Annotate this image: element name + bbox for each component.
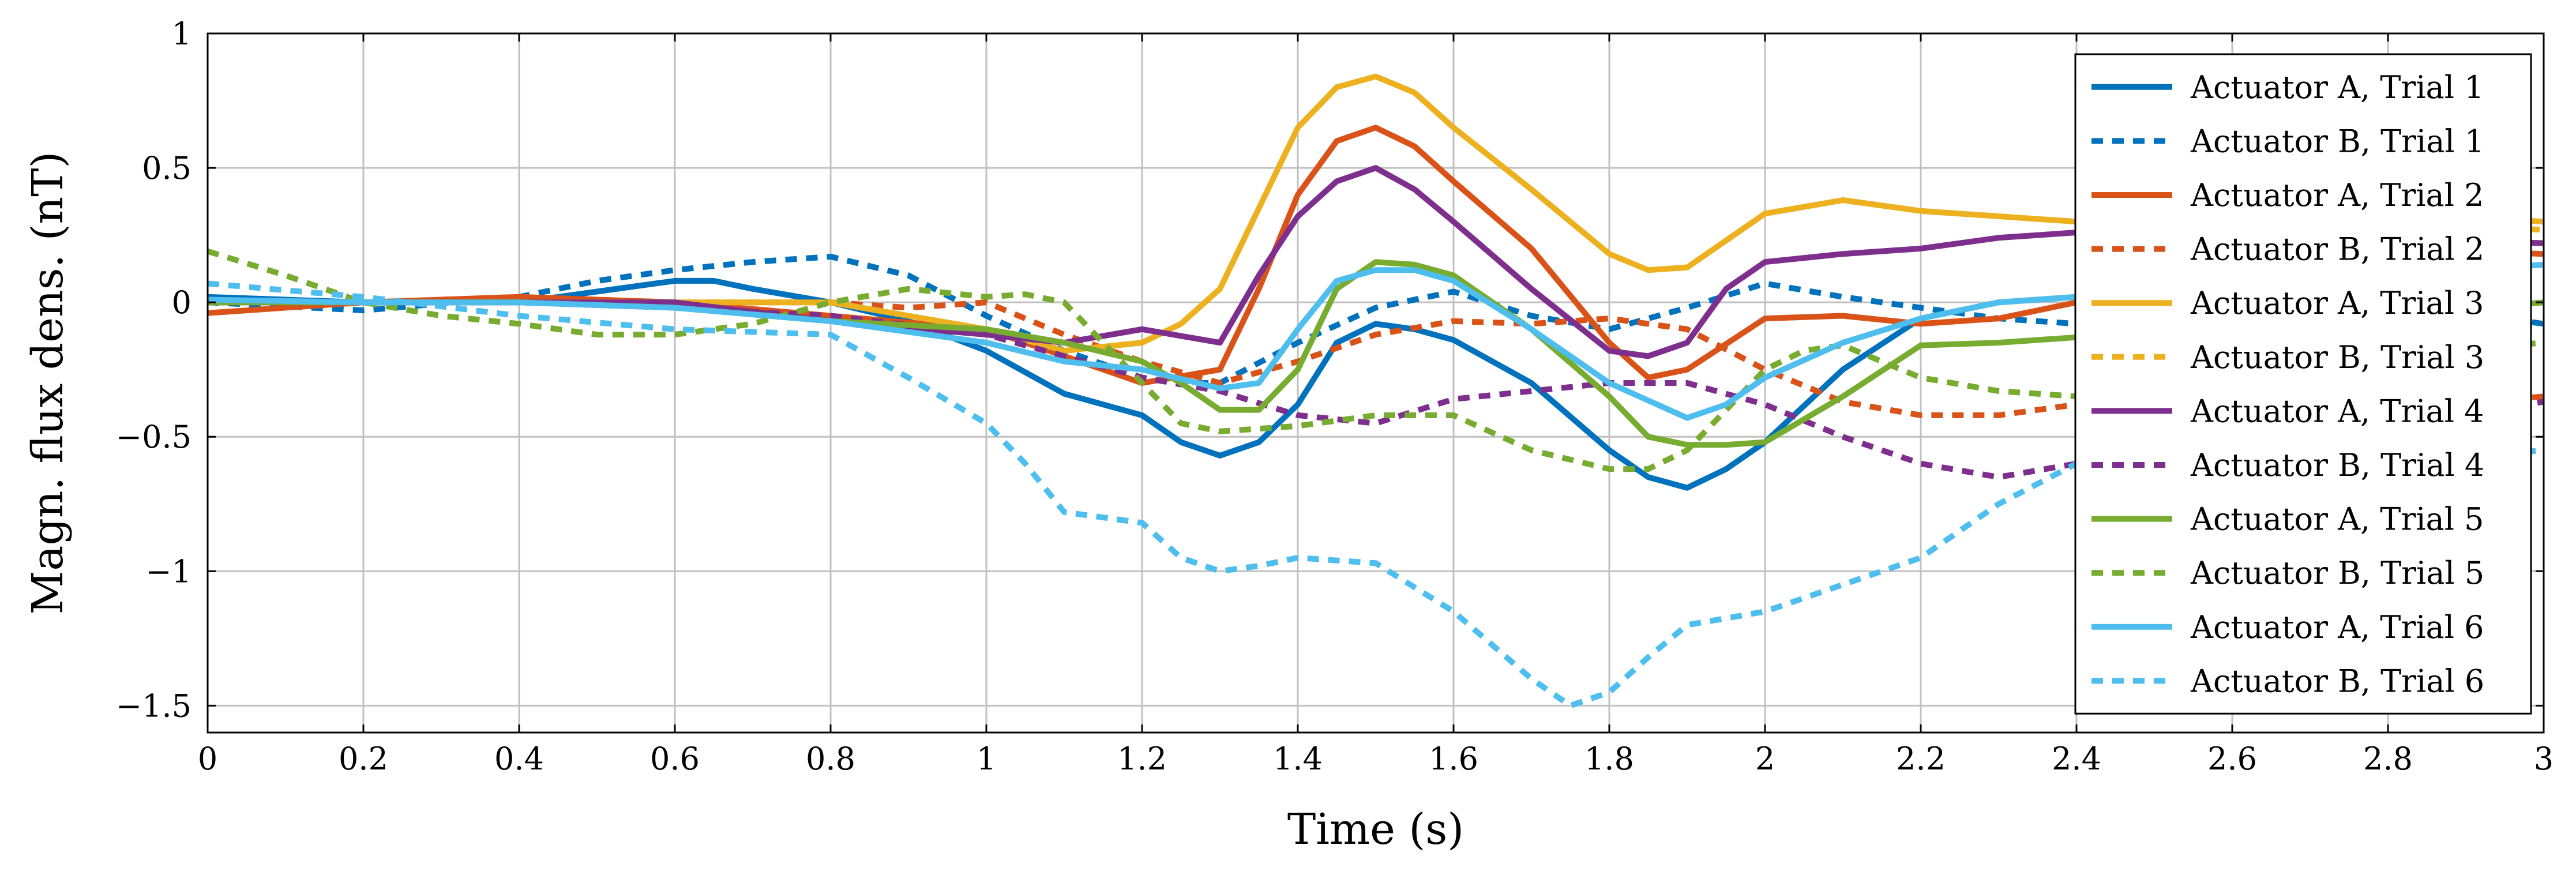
legend-entry: Actuator B, Trial 2 (2190, 231, 2484, 268)
legend-box (2074, 53, 2532, 715)
x-tick-label: 2.8 (2363, 741, 2413, 777)
x-tick-label: 0.4 (494, 741, 544, 777)
series-line-12 (208, 280, 2544, 709)
legend-entry: Actuator B, Trial 6 (2190, 663, 2484, 699)
series-line-8 (208, 299, 2544, 480)
x-axis-title: Time (s) (1287, 805, 1464, 854)
y-tick-label: −1.5 (116, 688, 191, 724)
x-tick-label: 1.6 (1429, 741, 1478, 777)
legend-entry: Actuator B, Trial 4 (2190, 447, 2484, 483)
legend-entry: Actuator A, Trial 4 (2190, 393, 2484, 429)
y-tick-label: −1 (145, 553, 191, 589)
series-line-4 (208, 294, 2544, 418)
y-axis: 1 0.5 0 −0.5 −1 −1.5 (116, 16, 2544, 724)
x-tick-label: 2.2 (1896, 741, 1946, 777)
series-line-1 (208, 277, 2116, 491)
series-line-10 (208, 248, 2544, 472)
x-tick-label: 0.6 (650, 741, 700, 777)
series-layer (208, 73, 2544, 709)
legend-entry: Actuator A, Trial 5 (2190, 501, 2484, 538)
x-tick-label: 2 (1755, 741, 1775, 777)
x-tick-label: 1.8 (1584, 741, 1634, 777)
x-tick-label: 0.8 (806, 741, 855, 777)
x-tick-label: 2.6 (2207, 741, 2257, 777)
y-axis-title: Magn. flux dens. (nT) (23, 152, 73, 615)
y-tick-label: 0 (172, 284, 191, 321)
series-line-9 (208, 259, 2544, 448)
x-tick-label: 2.4 (2052, 741, 2101, 777)
legend-entry: Actuator B, Trial 5 (2190, 555, 2484, 591)
legend-entry: Actuator A, Trial 2 (2190, 177, 2484, 213)
legend-entry: Actuator A, Trial 3 (2190, 285, 2484, 321)
x-tick-label: 3 (2534, 741, 2554, 777)
legend-entry: Actuator A, Trial 6 (2190, 609, 2484, 645)
x-axis: 0 0.2 0.4 0.6 0.8 1 1.2 1.4 1.6 1.8 2 2.2 2.4 2.6 2.8 3 (198, 33, 2554, 777)
y-tick-label: −0.5 (116, 419, 191, 455)
x-tick-label: 1 (977, 741, 996, 777)
y-tick-label: 1 (172, 16, 191, 52)
y-tick-label: 0.5 (142, 150, 191, 186)
series-line-2 (208, 253, 2544, 386)
legend-entry: Actuator B, Trial 1 (2190, 123, 2484, 159)
x-tick-label: 0 (198, 741, 217, 777)
legend-entry: Actuator A, Trial 1 (2190, 69, 2484, 106)
series-line-11 (208, 261, 2544, 421)
legend-entry: Actuator B, Trial 3 (2190, 339, 2484, 375)
legend: Actuator A, Trial 1 Actuator B, Trial 1 Ac… (2074, 53, 2532, 715)
plot-frame (206, 32, 2545, 734)
x-tick-label: 1.4 (1273, 741, 1323, 777)
x-tick-label: 0.2 (339, 741, 388, 777)
x-tick-label: 1.2 (1117, 741, 1167, 777)
series-line-5 (208, 73, 2544, 354)
